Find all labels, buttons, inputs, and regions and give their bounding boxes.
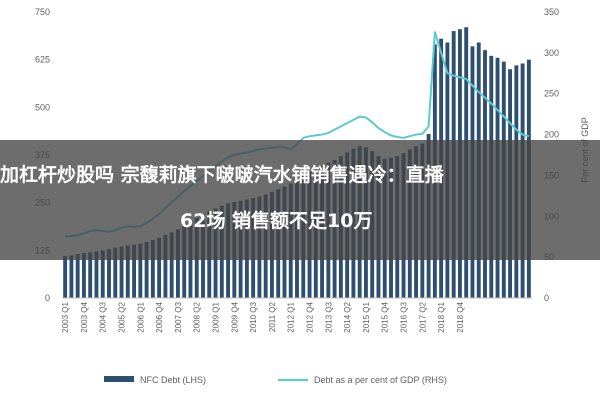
x-tick-label: 2017 Q2 bbox=[418, 301, 427, 332]
bar bbox=[125, 245, 130, 298]
legend-bar-label: NFC Debt (LHS) bbox=[140, 375, 206, 385]
bar bbox=[94, 251, 99, 298]
right-tick-label: 200 bbox=[544, 130, 559, 140]
x-tick-label: 2012 Q1 bbox=[287, 301, 296, 332]
bar bbox=[150, 240, 155, 298]
bar bbox=[163, 235, 168, 298]
bar bbox=[157, 237, 162, 298]
legend-bar-swatch bbox=[104, 376, 134, 382]
x-tick-label: 2009 Q1 bbox=[212, 301, 221, 332]
legend: NFC Debt (LHS) Debt as a per cent of GDP… bbox=[104, 375, 447, 385]
x-tick-label: 2016 Q3 bbox=[400, 301, 409, 332]
x-tick-label: 2003 Q1 bbox=[61, 301, 70, 332]
bar bbox=[107, 249, 111, 298]
x-tick-label: 2018 Q1 bbox=[437, 301, 446, 332]
bar bbox=[69, 255, 74, 298]
bar bbox=[132, 244, 137, 298]
left-tick-label: 750 bbox=[35, 7, 50, 17]
x-tick-label: 2006 Q4 bbox=[155, 301, 164, 332]
x-axis-ticks: 2003 Q1 2003 Q4 2004 Q3 2005 Q2 2006 Q1 2006 … bbox=[61, 301, 465, 332]
x-tick-label: 2015 Q4 bbox=[381, 301, 390, 332]
x-tick-label: 2004 Q3 bbox=[99, 301, 108, 332]
x-tick-label: 2009 Q4 bbox=[230, 301, 239, 332]
bar bbox=[75, 254, 80, 298]
bar bbox=[138, 243, 143, 298]
x-tick-label: 2008 Q2 bbox=[193, 301, 202, 332]
x-tick-label: 2014 Q2 bbox=[343, 301, 352, 332]
bar bbox=[175, 229, 180, 298]
bar bbox=[63, 256, 68, 298]
x-tick-label: 2010 Q3 bbox=[249, 301, 258, 332]
bar bbox=[100, 250, 105, 298]
x-tick-label: 2005 Q2 bbox=[118, 301, 127, 332]
x-tick-label: 2013 Q3 bbox=[324, 301, 333, 332]
left-tick-label: 0 bbox=[45, 293, 50, 303]
x-tick-label: 2015 Q1 bbox=[362, 301, 371, 332]
bar bbox=[81, 253, 86, 298]
right-tick-label: 250 bbox=[544, 89, 559, 99]
x-tick-label: 2003 Q4 bbox=[80, 301, 89, 332]
bar bbox=[88, 252, 93, 298]
headline-line-2: 62场 销售额不足10万 bbox=[180, 210, 373, 232]
x-tick-label: 2006 Q1 bbox=[136, 301, 145, 332]
bar bbox=[119, 246, 124, 298]
x-tick-label: 2012 Q4 bbox=[306, 301, 315, 332]
bar bbox=[182, 225, 187, 298]
left-tick-label: 500 bbox=[35, 102, 50, 112]
bar bbox=[144, 241, 149, 298]
x-tick-label: 2007 Q3 bbox=[174, 301, 183, 332]
left-tick-label: 625 bbox=[35, 55, 50, 65]
legend-line-label: Debt as a per cent of GDP (RHS) bbox=[314, 375, 447, 385]
right-tick-label: 350 bbox=[544, 7, 559, 17]
headline-overlay[interactable]: 加杠杆炒股吗 宗馥莉旗下啵啵汽水铺销售遇冷：直播 62场 销售额不足10万 bbox=[0, 140, 600, 260]
x-tick-label: 2011 Q2 bbox=[268, 301, 277, 332]
bar bbox=[113, 247, 118, 298]
right-tick-label: 300 bbox=[544, 48, 559, 58]
x-tick-label: 2018 Q4 bbox=[456, 301, 465, 332]
bar bbox=[169, 232, 174, 298]
right-tick-label: 0 bbox=[544, 293, 549, 303]
headline-line-1: 加杠杆炒股吗 宗馥莉旗下啵啵汽水铺销售遇冷：直播 bbox=[0, 164, 444, 186]
